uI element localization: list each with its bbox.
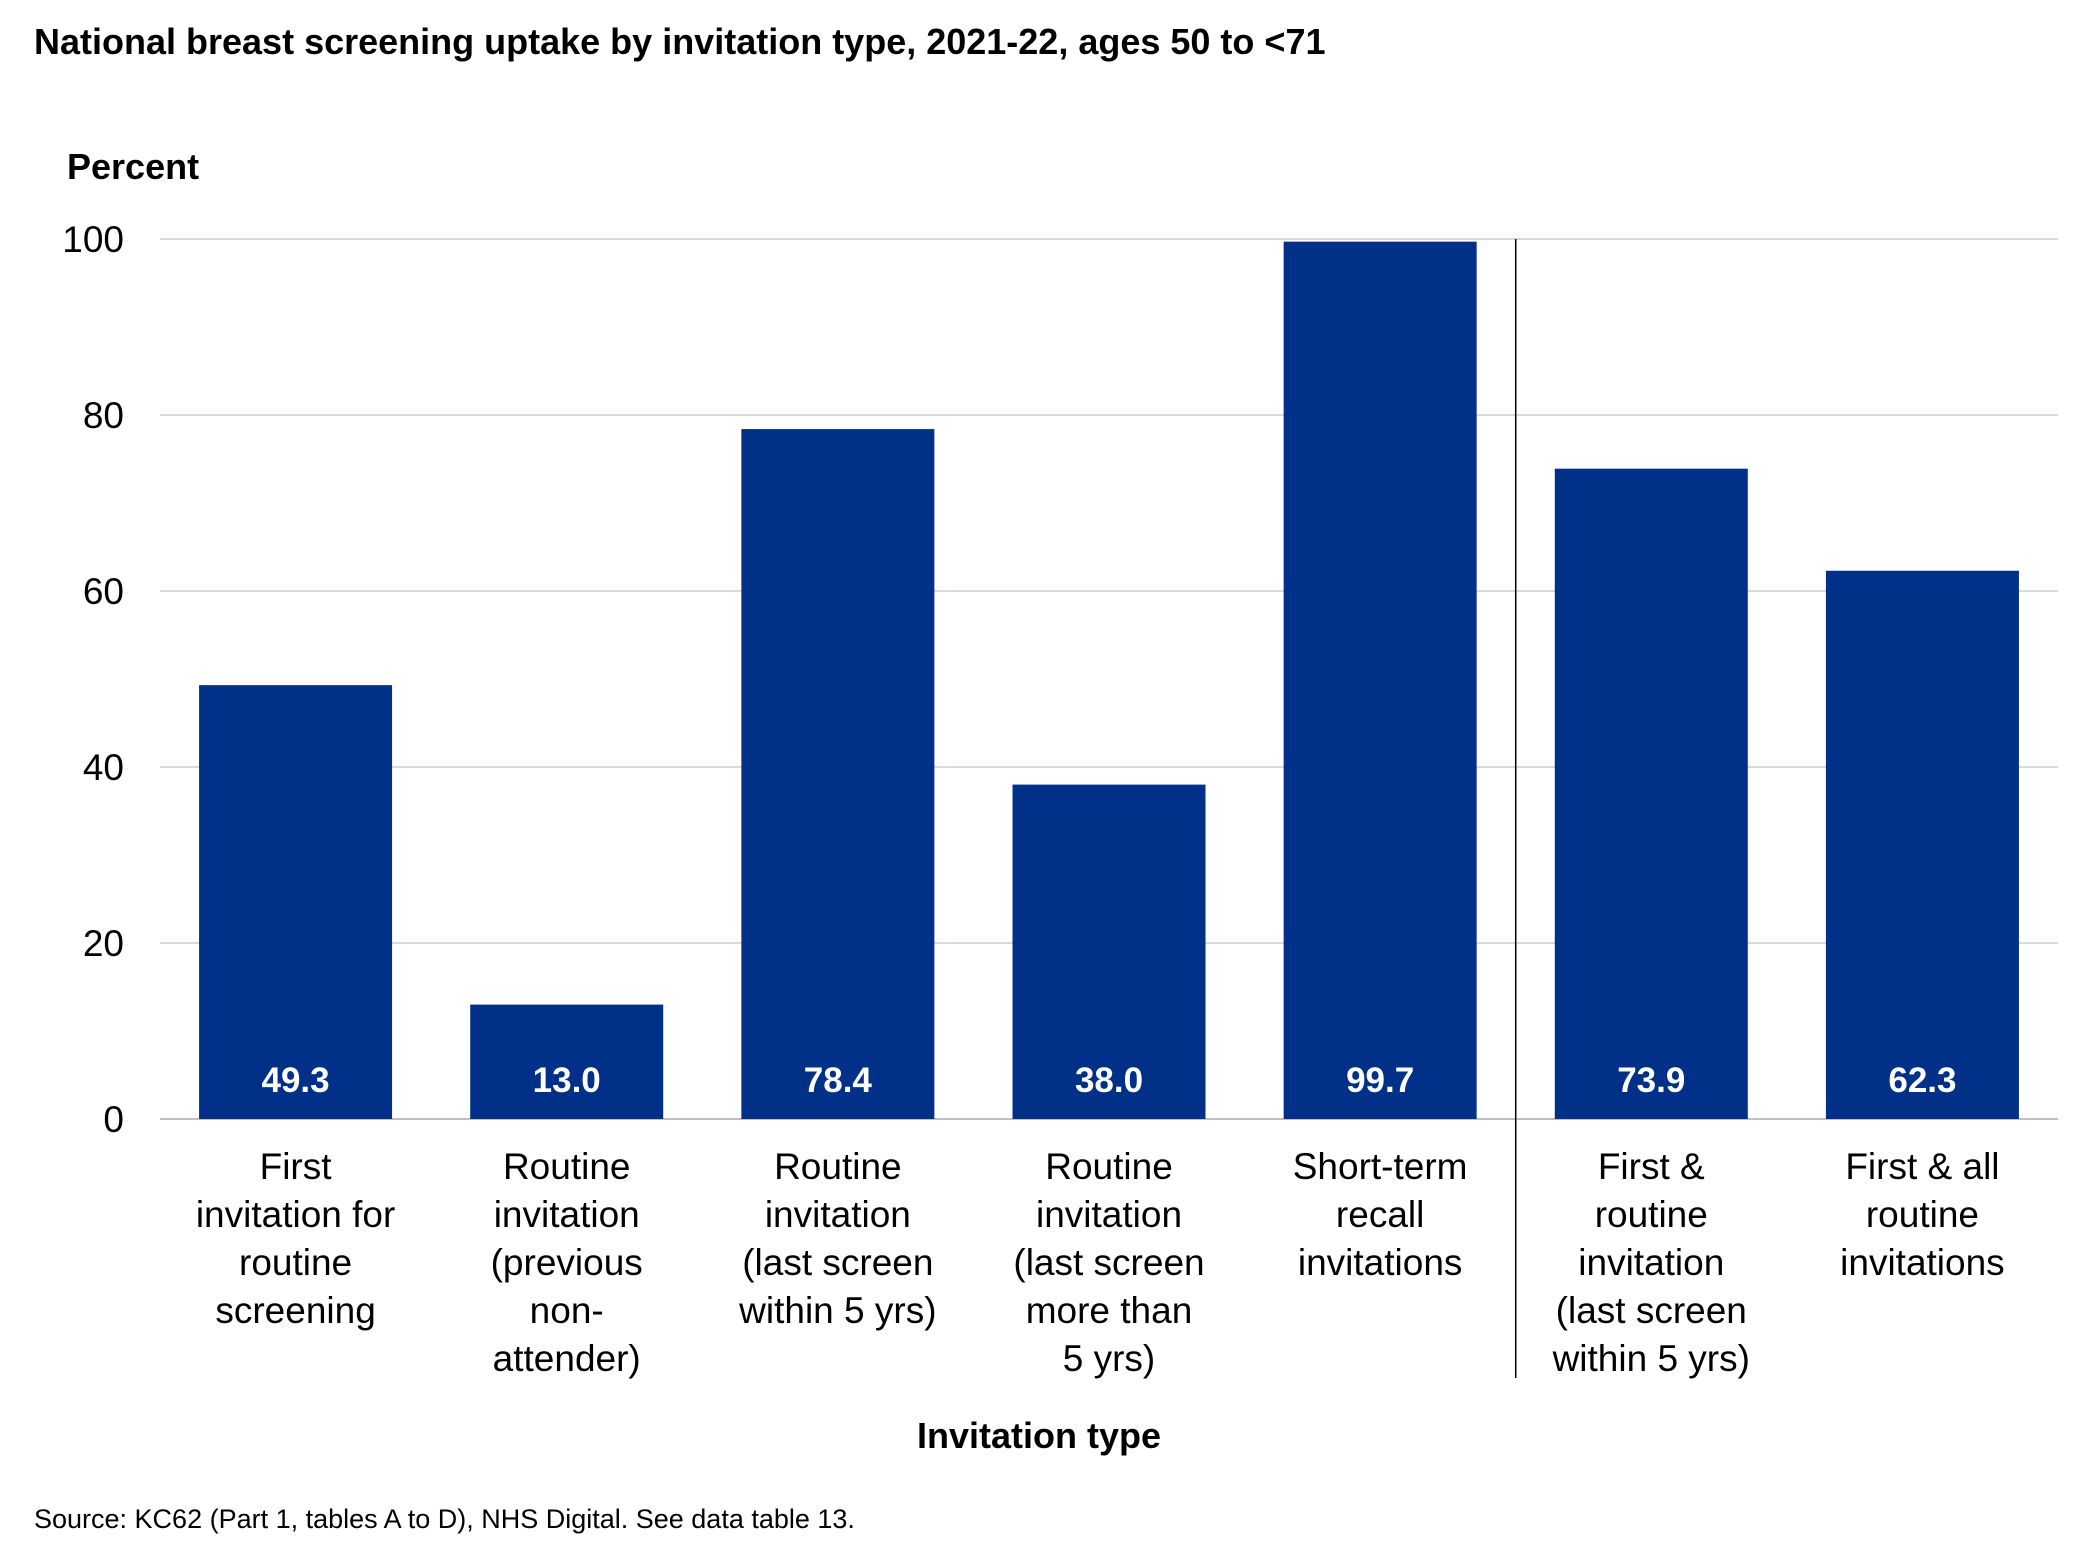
y-tick-label: 60: [83, 571, 124, 612]
data-label: 78.4: [804, 1061, 873, 1100]
data-label: 38.0: [1075, 1061, 1143, 1100]
category-label: First: [260, 1146, 333, 1187]
x-axis-label: Invitation type: [917, 1415, 1161, 1456]
y-axis-ticks: 0 20 40 60 80 100: [62, 219, 124, 1140]
category-label: routine: [1595, 1194, 1708, 1235]
data-label: 99.7: [1346, 1061, 1414, 1100]
bar: [1825, 570, 2019, 1119]
y-tick-label: 0: [103, 1099, 124, 1140]
category-label: Routine: [1045, 1146, 1173, 1187]
data-label: 49.3: [262, 1061, 330, 1100]
category-label: more than: [1026, 1290, 1193, 1331]
data-label: 13.0: [533, 1061, 601, 1100]
category-label: Routine: [503, 1146, 631, 1187]
category-label: within 5 yrs): [1552, 1338, 1750, 1379]
source-note: Source: KC62 (Part 1, tables A to D), NH…: [34, 1504, 855, 1534]
category-label: (last screen: [1013, 1242, 1204, 1283]
data-label: 73.9: [1617, 1061, 1685, 1100]
category-label: attender): [493, 1338, 641, 1379]
category-label: invitations: [1298, 1242, 1463, 1283]
category-label: within 5 yrs): [738, 1290, 936, 1331]
y-tick-label: 40: [83, 747, 124, 788]
category-label: Short-term: [1293, 1146, 1468, 1187]
category-label: recall: [1336, 1194, 1424, 1235]
y-tick-label: 100: [62, 219, 124, 260]
bar: [1012, 784, 1206, 1119]
chart-title: National breast screening uptake by invi…: [34, 21, 1325, 62]
category-label: First & all: [1845, 1146, 1999, 1187]
category-label: screening: [215, 1290, 375, 1331]
category-label: invitation: [494, 1194, 640, 1235]
bar: [741, 429, 935, 1120]
bar: [1283, 241, 1477, 1119]
data-labels: 49.3 13.0 78.4 38.0 99.7 73.9 62.3: [262, 1061, 1957, 1100]
bar: [199, 685, 393, 1119]
y-tick-label: 80: [83, 395, 124, 436]
y-tick-label: 20: [83, 923, 124, 964]
category-label: (previous: [491, 1242, 643, 1283]
category-label: invitation: [1036, 1194, 1182, 1235]
bar: [470, 1004, 664, 1119]
category-label: routine: [1866, 1194, 1979, 1235]
category-label: routine: [239, 1242, 352, 1283]
category-label: (last screen: [742, 1242, 933, 1283]
category-label: invitation for: [196, 1194, 396, 1235]
category-label: invitation: [1578, 1242, 1724, 1283]
category-label: invitations: [1840, 1242, 2005, 1283]
category-label: 5 yrs): [1063, 1338, 1156, 1379]
category-label: invitation: [765, 1194, 911, 1235]
data-label: 62.3: [1888, 1061, 1956, 1100]
bar: [1554, 468, 1748, 1119]
bars: [199, 241, 2019, 1120]
y-axis-label: Percent: [67, 146, 199, 187]
category-label: non-: [530, 1290, 604, 1331]
category-label: Routine: [774, 1146, 902, 1187]
category-label: First &: [1598, 1146, 1705, 1187]
category-labels: First invitation for routine screening Routi…: [196, 1146, 2005, 1379]
category-label: (last screen: [1556, 1290, 1747, 1331]
